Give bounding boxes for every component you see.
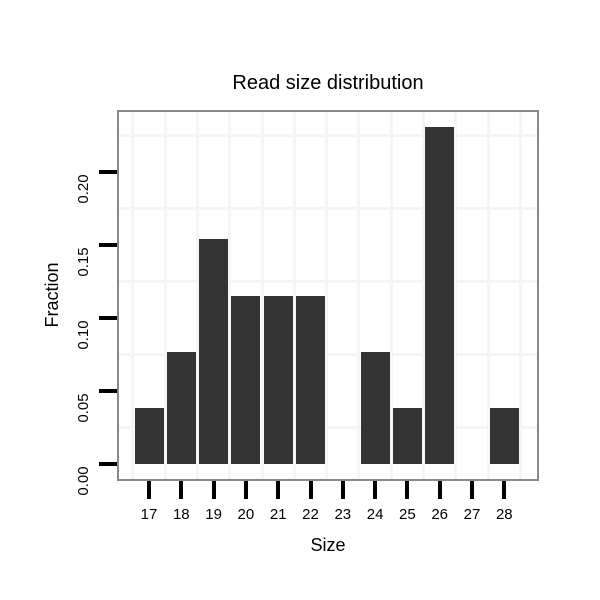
x-tick-label: 28 bbox=[495, 506, 513, 523]
gridline-vertical bbox=[357, 112, 361, 479]
gridline-vertical bbox=[422, 112, 426, 479]
gridline-vertical bbox=[389, 112, 393, 479]
bar bbox=[392, 407, 422, 465]
bar bbox=[360, 351, 390, 465]
x-tick-mark bbox=[243, 481, 248, 499]
x-axis-title: Size bbox=[310, 535, 346, 555]
y-tick-label: 0.05 bbox=[75, 393, 92, 423]
gridline-vertical bbox=[260, 112, 264, 479]
gridline-vertical bbox=[454, 112, 458, 479]
y-tick-mark bbox=[99, 169, 117, 174]
x-tick-mark bbox=[470, 481, 474, 499]
y-tick-mark bbox=[99, 316, 117, 320]
bar bbox=[425, 126, 455, 465]
y-tick-label: 0.15 bbox=[75, 247, 92, 277]
gridline-vertical bbox=[292, 112, 296, 479]
bar bbox=[263, 295, 293, 465]
x-tick-label: 23 bbox=[334, 506, 352, 523]
gridline-vertical bbox=[228, 112, 232, 479]
x-tick-label: 24 bbox=[366, 506, 384, 523]
gridline-vertical bbox=[486, 112, 490, 479]
x-tick-label: 27 bbox=[463, 506, 481, 523]
x-tick-label: 25 bbox=[399, 506, 416, 523]
bar bbox=[231, 295, 261, 465]
gridline-vertical bbox=[325, 112, 329, 479]
x-tick-label: 22 bbox=[302, 506, 319, 523]
y-axis-title: Fraction bbox=[42, 262, 62, 328]
x-tick-label: 18 bbox=[172, 506, 190, 523]
x-tick-label: 17 bbox=[140, 506, 158, 523]
bar bbox=[296, 295, 325, 465]
y-tick-mark bbox=[99, 242, 117, 247]
x-tick-label: 26 bbox=[431, 506, 449, 523]
x-tick-label: 19 bbox=[205, 506, 222, 523]
bar bbox=[489, 407, 519, 465]
bar bbox=[134, 407, 164, 465]
x-tick-mark bbox=[373, 481, 378, 499]
x-tick-mark bbox=[211, 481, 216, 499]
x-tick-label: 20 bbox=[237, 506, 255, 523]
x-tick-mark bbox=[308, 481, 313, 499]
bar bbox=[199, 239, 229, 465]
x-tick-mark bbox=[502, 481, 507, 499]
bar bbox=[166, 351, 196, 465]
gridline-vertical bbox=[518, 112, 522, 479]
y-tick-label: 0.00 bbox=[75, 466, 92, 496]
x-tick-mark bbox=[340, 481, 345, 499]
y-tick-label: 0.10 bbox=[75, 320, 92, 350]
plot-panel bbox=[117, 110, 539, 481]
gridline-vertical bbox=[163, 112, 167, 479]
y-tick-label: 0.20 bbox=[75, 174, 92, 204]
y-tick-mark bbox=[99, 389, 117, 394]
gridline-vertical bbox=[131, 112, 135, 479]
x-tick-mark bbox=[276, 481, 281, 499]
x-tick-mark bbox=[437, 481, 442, 499]
x-tick-mark bbox=[405, 481, 410, 499]
chart-title: Read size distribution bbox=[232, 72, 424, 94]
x-tick-mark bbox=[147, 481, 151, 499]
gridline-vertical bbox=[195, 112, 199, 479]
y-tick-mark bbox=[99, 462, 117, 467]
x-tick-label: 21 bbox=[269, 506, 287, 523]
x-tick-mark bbox=[179, 481, 184, 499]
